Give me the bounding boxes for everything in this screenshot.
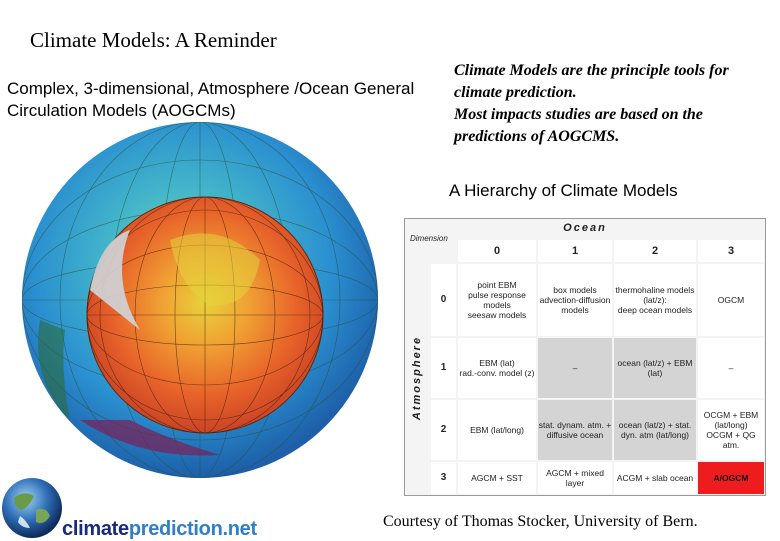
atmosphere-axis-label: Atmosphere <box>411 335 423 421</box>
logo-text-part1: climate <box>62 518 129 540</box>
table-cell: EBM (lat) rad.-conv. model (z) <box>458 338 536 398</box>
page-title: Climate Models: A Reminder <box>30 28 277 52</box>
logo-wordmark: climateprediction.net <box>62 518 257 541</box>
subtitle: Complex, 3-dimensional, Atmosphere /Ocea… <box>7 79 415 120</box>
table-cell: – <box>698 338 764 398</box>
note-line-1: Climate Models are the principle tools f… <box>454 62 729 101</box>
hierarchy-title: A Hierarchy of Climate Models <box>449 181 678 200</box>
table-cell: – <box>538 338 612 398</box>
ocean-axis-label: Ocean <box>563 222 607 234</box>
table-cell: thermohaline models (lat/z): deep ocean … <box>614 264 696 336</box>
globe-model-image <box>22 122 378 478</box>
row-header-2: 2 <box>431 400 456 460</box>
table-cell: stat. dynam. atm. + diffusive ocean <box>538 400 612 460</box>
column-header-1: 1 <box>538 240 612 262</box>
logo-text-part2: prediction.net <box>128 518 257 540</box>
row-header-1: 1 <box>431 338 456 398</box>
row-header-0: 0 <box>431 264 456 336</box>
column-header-2: 2 <box>614 240 696 262</box>
table-cell: ocean (lat/z) + stat. dyn. atm (lat/long… <box>614 400 696 460</box>
table-cell: EBM (lat/long) <box>458 400 536 460</box>
table-cell: box models advection-diffusion models <box>538 264 612 336</box>
column-header-0: 0 <box>458 240 536 262</box>
table-cell: point EBM pulse response models seesaw m… <box>458 264 536 336</box>
table-cell: ocean (lat/z) + EBM (lat) <box>614 338 696 398</box>
table-cell: OCGM + EBM (lat/long) OCGM + QG atm. <box>698 400 764 460</box>
note-line-2: Most impacts studies are based on the pr… <box>454 106 703 145</box>
table-cell: AGCM + mixed layer <box>538 462 612 494</box>
dimension-label: Dimension <box>410 234 448 243</box>
column-header-3: 3 <box>698 240 764 262</box>
table-cell: ACGM + slab ocean <box>614 462 696 494</box>
earth-logo-icon <box>2 478 62 538</box>
table-cell: AGCM + SST <box>458 462 536 494</box>
table-cell-highlight: A/OGCM <box>698 462 764 494</box>
note-text: Climate Models are the principle tools f… <box>454 60 774 148</box>
table-cell: OGCM <box>698 264 764 336</box>
credit-text: Courtesy of Thomas Stocker, University o… <box>383 513 698 530</box>
row-header-3: 3 <box>431 462 456 494</box>
